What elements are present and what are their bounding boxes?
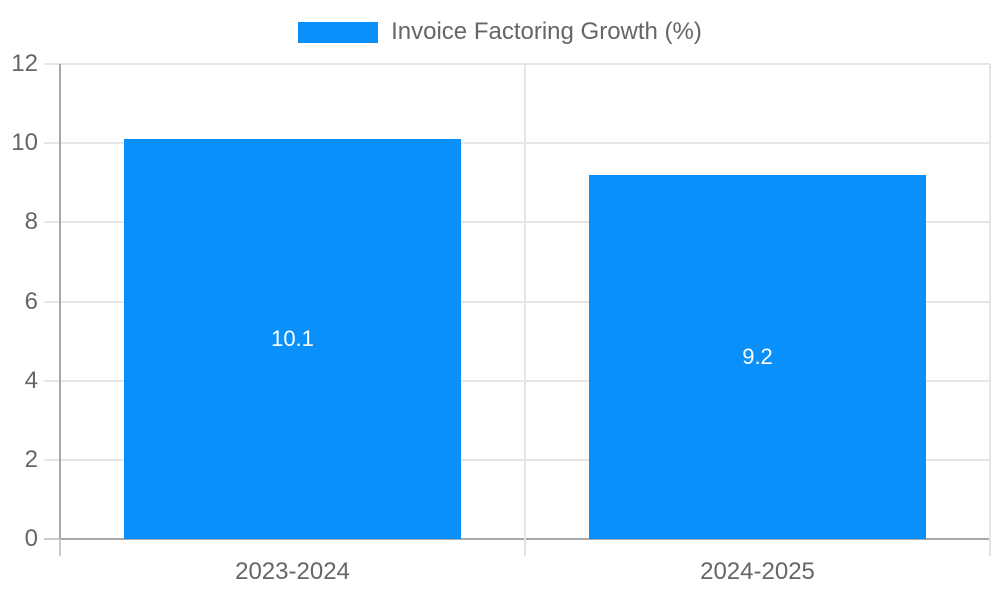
y-tick-label: 4 bbox=[24, 366, 38, 394]
x-tick bbox=[989, 539, 991, 556]
y-tick-label: 6 bbox=[24, 287, 38, 315]
bar[interactable] bbox=[589, 174, 926, 539]
y-tick-label: 2 bbox=[24, 445, 38, 473]
y-gridline bbox=[44, 379, 990, 382]
y-gridline bbox=[44, 300, 990, 303]
x-gridline bbox=[989, 64, 991, 539]
bar[interactable] bbox=[124, 139, 461, 539]
x-category-label: 2023-2024 bbox=[235, 558, 350, 585]
legend-label: Invoice Factoring Growth (%) bbox=[391, 18, 702, 45]
y-tick-label: 0 bbox=[24, 525, 38, 552]
x-tick-origin bbox=[59, 539, 61, 556]
bar-value-label: 9.2 bbox=[742, 343, 773, 369]
y-zero-tick bbox=[44, 538, 60, 540]
y-gridline bbox=[44, 221, 990, 224]
y-tick-label: 10 bbox=[11, 129, 38, 157]
legend-swatch bbox=[298, 21, 379, 43]
x-tick bbox=[524, 539, 526, 556]
y-tick-label: 12 bbox=[11, 50, 38, 77]
y-gridline bbox=[44, 142, 990, 145]
x-gridline bbox=[524, 64, 526, 539]
y-gridline bbox=[44, 63, 990, 65]
chart-legend[interactable]: Invoice Factoring Growth (%) bbox=[0, 19, 1000, 45]
bar-value-label: 10.1 bbox=[271, 326, 314, 352]
y-axis-line bbox=[59, 64, 61, 539]
x-category-label: 2024-2025 bbox=[700, 558, 815, 585]
y-tick-label: 8 bbox=[24, 208, 38, 236]
y-gridline bbox=[44, 458, 990, 461]
